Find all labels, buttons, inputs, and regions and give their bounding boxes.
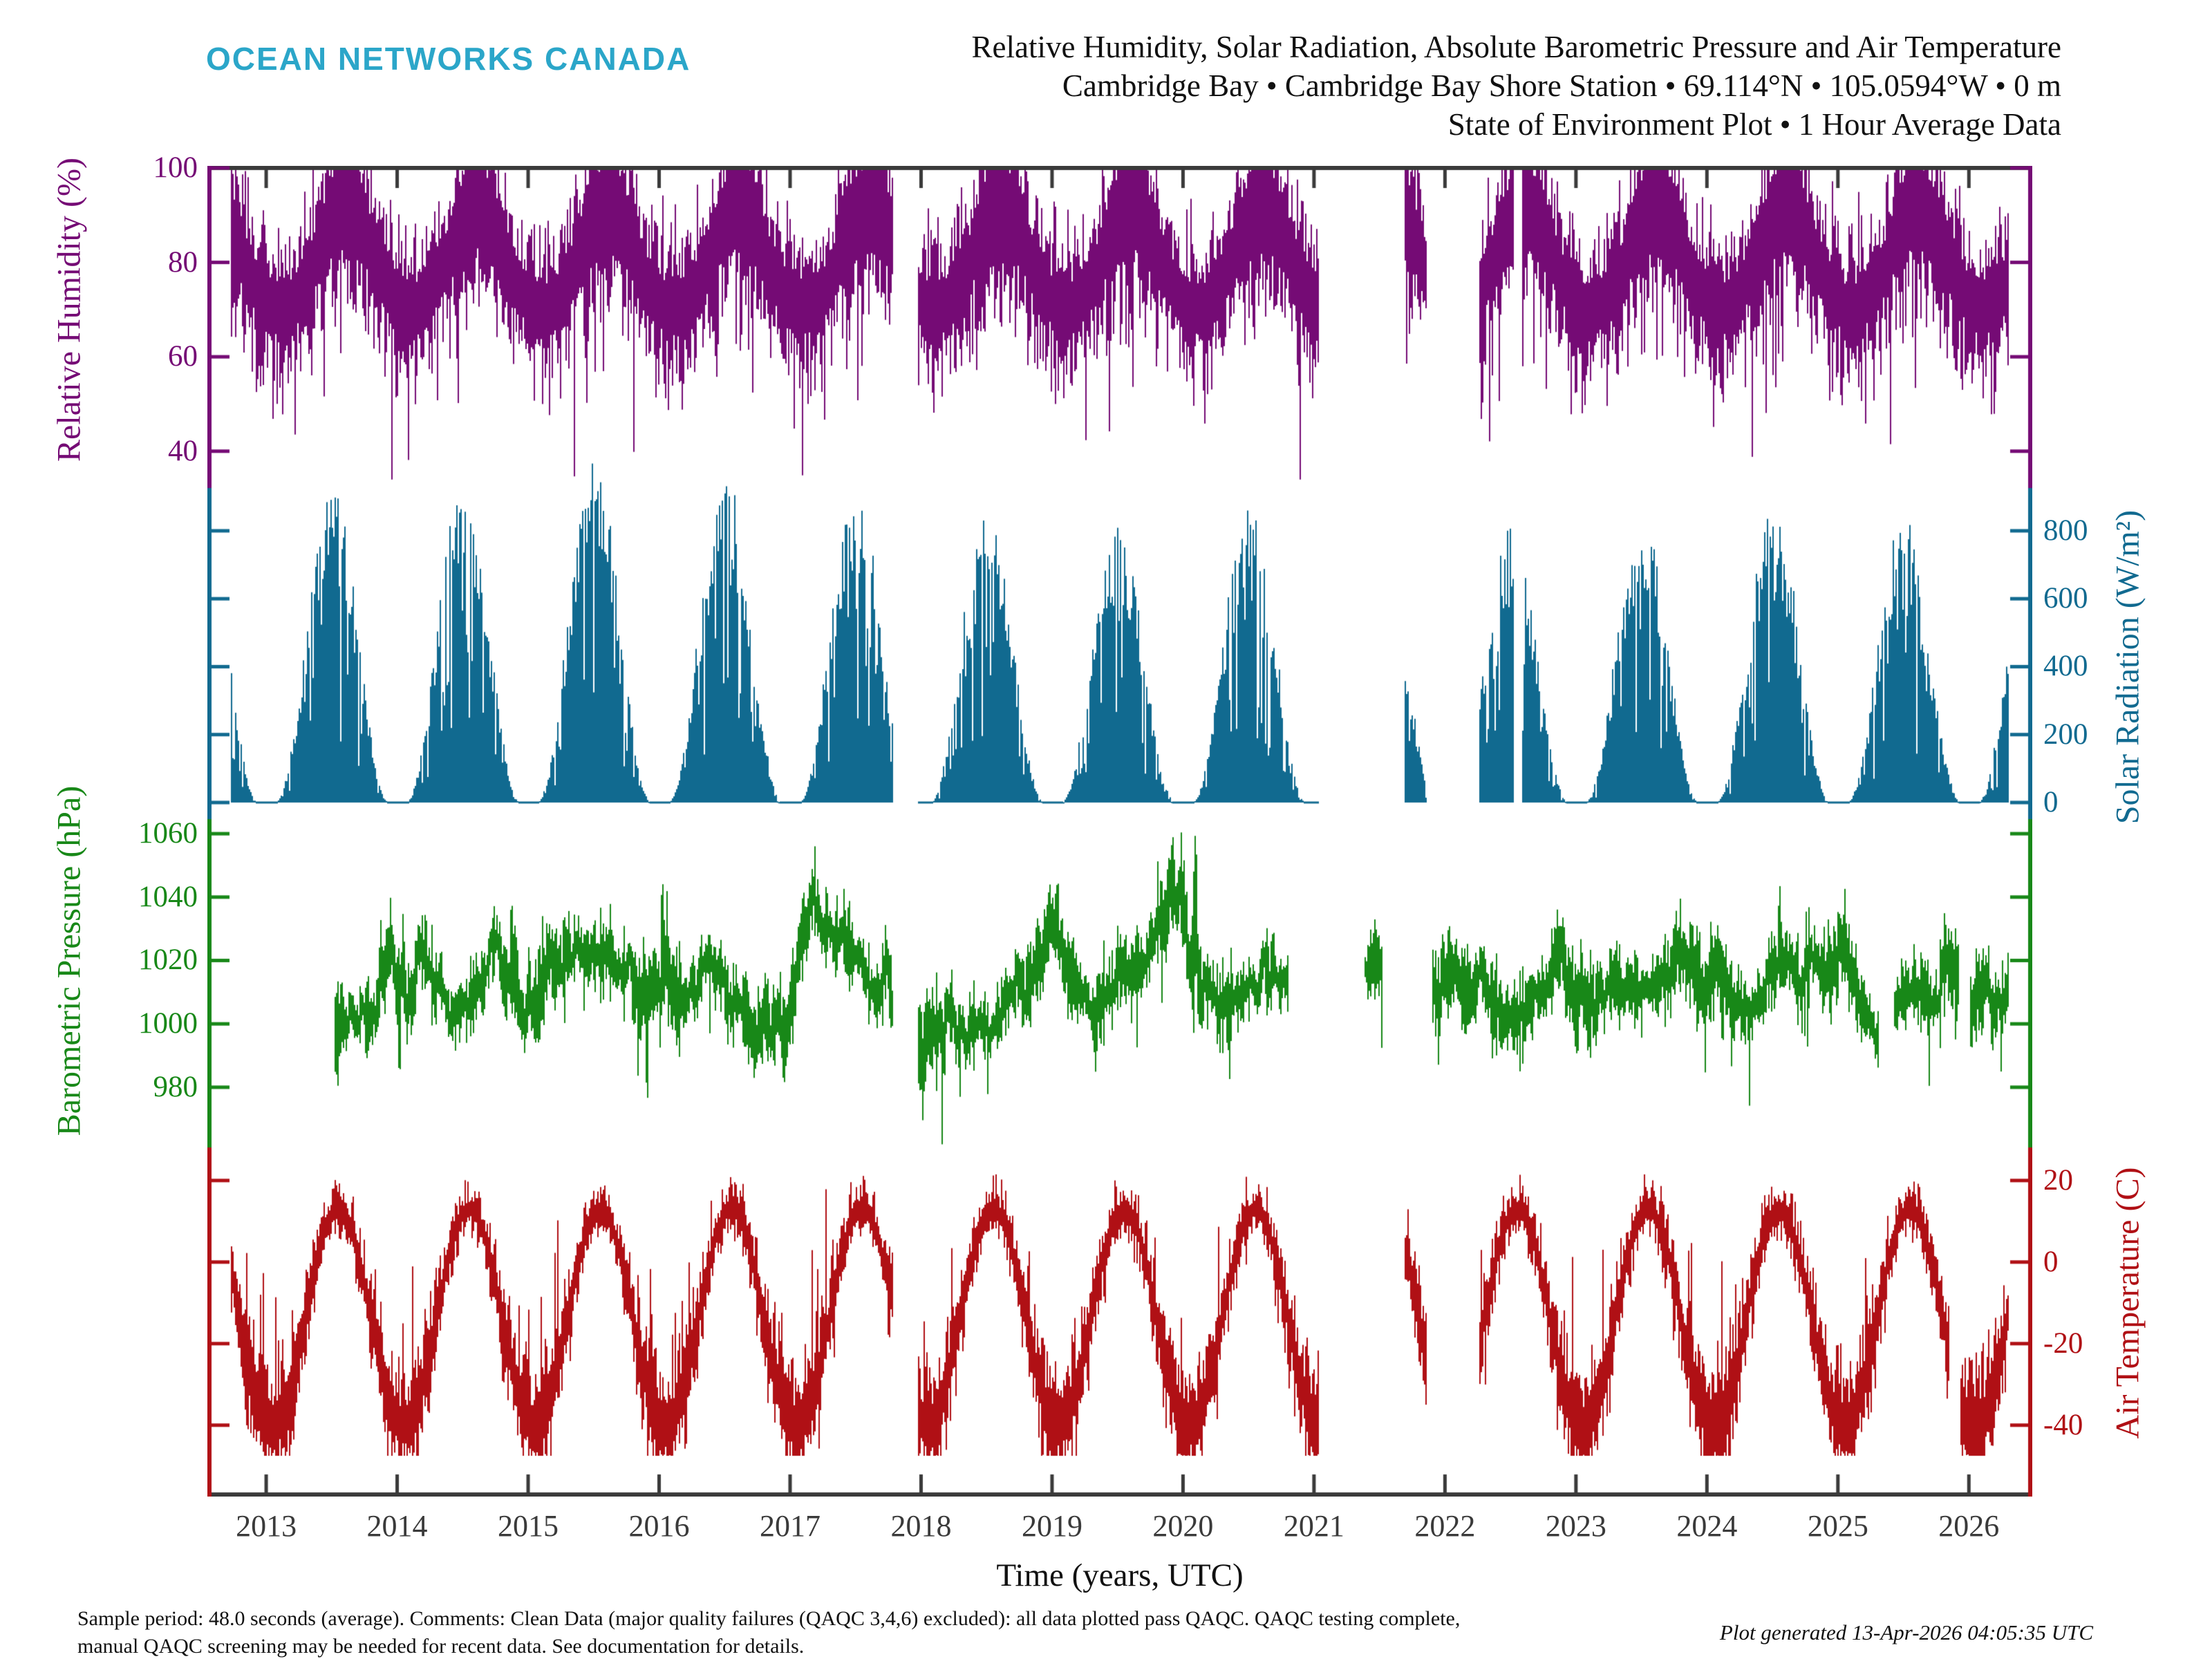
plot-canvas [207,166,2032,1497]
y-tick-label-pressure: 980 [153,1070,198,1103]
x-tick-label: 2017 [759,1509,821,1543]
y-tick-label-humidity: 40 [168,434,198,467]
plot-title-line1: Relative Humidity, Solar Radiation, Abso… [971,30,2062,64]
x-tick-label: 2020 [1152,1509,1214,1543]
y-tick-label-humidity: 80 [168,245,198,279]
x-tick-label: 2022 [1414,1509,1476,1543]
y-tick-label-temperature: -40 [2043,1408,2083,1441]
x-tick-label: 2016 [628,1509,690,1543]
y-tick-label-solar: 200 [2043,718,2088,751]
y-tick-label-temperature: 20 [2043,1163,2073,1197]
x-tick-label: 2019 [1021,1509,1082,1543]
y-tick-label-humidity: 60 [168,340,198,373]
x-tick-label: 2025 [1807,1509,1868,1543]
y-axis-title-temperature: Air Temperature (C) [2109,1167,2146,1439]
x-tick-label: 2018 [890,1509,952,1543]
ocean-networks-canada-logo: OCEAN NETWORKS CANADA [206,41,691,77]
plot-title-line2: Cambridge Bay • Cambridge Bay Shore Stat… [1062,68,2061,103]
x-tick-label: 2015 [498,1509,559,1543]
y-tick-label-pressure: 1020 [138,944,198,977]
x-tick-label: 2023 [1545,1509,1606,1543]
y-tick-label-temperature: -20 [2043,1327,2083,1360]
x-axis-title: Time (years, UTC) [996,1557,1244,1593]
footer-line1: Sample period: 48.0 seconds (average). C… [77,1607,1461,1630]
y-tick-label-solar: 800 [2043,514,2088,547]
y-axis-title-humidity: Relative Humidity (%) [50,158,88,462]
x-tick-label: 2026 [1938,1509,2000,1543]
plot-title-line3: State of Environment Plot • 1 Hour Avera… [1447,107,2061,142]
y-tick-label-solar: 600 [2043,582,2088,615]
y-tick-label-pressure: 1040 [138,880,198,913]
plot-generated-note: Plot generated 13-Apr-2026 04:05:35 UTC [1719,1620,2093,1644]
x-tick-label: 2021 [1283,1509,1344,1543]
y-tick-label-pressure: 1000 [138,1007,198,1040]
x-tick-label: 2024 [1676,1509,1738,1543]
footer-line2: manual QAQC screening may be needed for … [77,1635,805,1658]
y-tick-label-solar: 0 [2043,785,2059,818]
footer-comments: Sample period: 48.0 seconds (average). C… [77,1605,1460,1659]
y-tick-label-temperature: 0 [2043,1245,2059,1278]
y-tick-label-solar: 400 [2043,650,2088,683]
y-tick-label-pressure: 1060 [138,817,198,850]
x-tick-label: 2013 [236,1509,297,1543]
x-tick-label: 2014 [366,1509,428,1543]
y-tick-label-humidity: 100 [153,151,198,184]
title-block: Relative Humidity, Solar Radiation, Abso… [972,28,2062,144]
